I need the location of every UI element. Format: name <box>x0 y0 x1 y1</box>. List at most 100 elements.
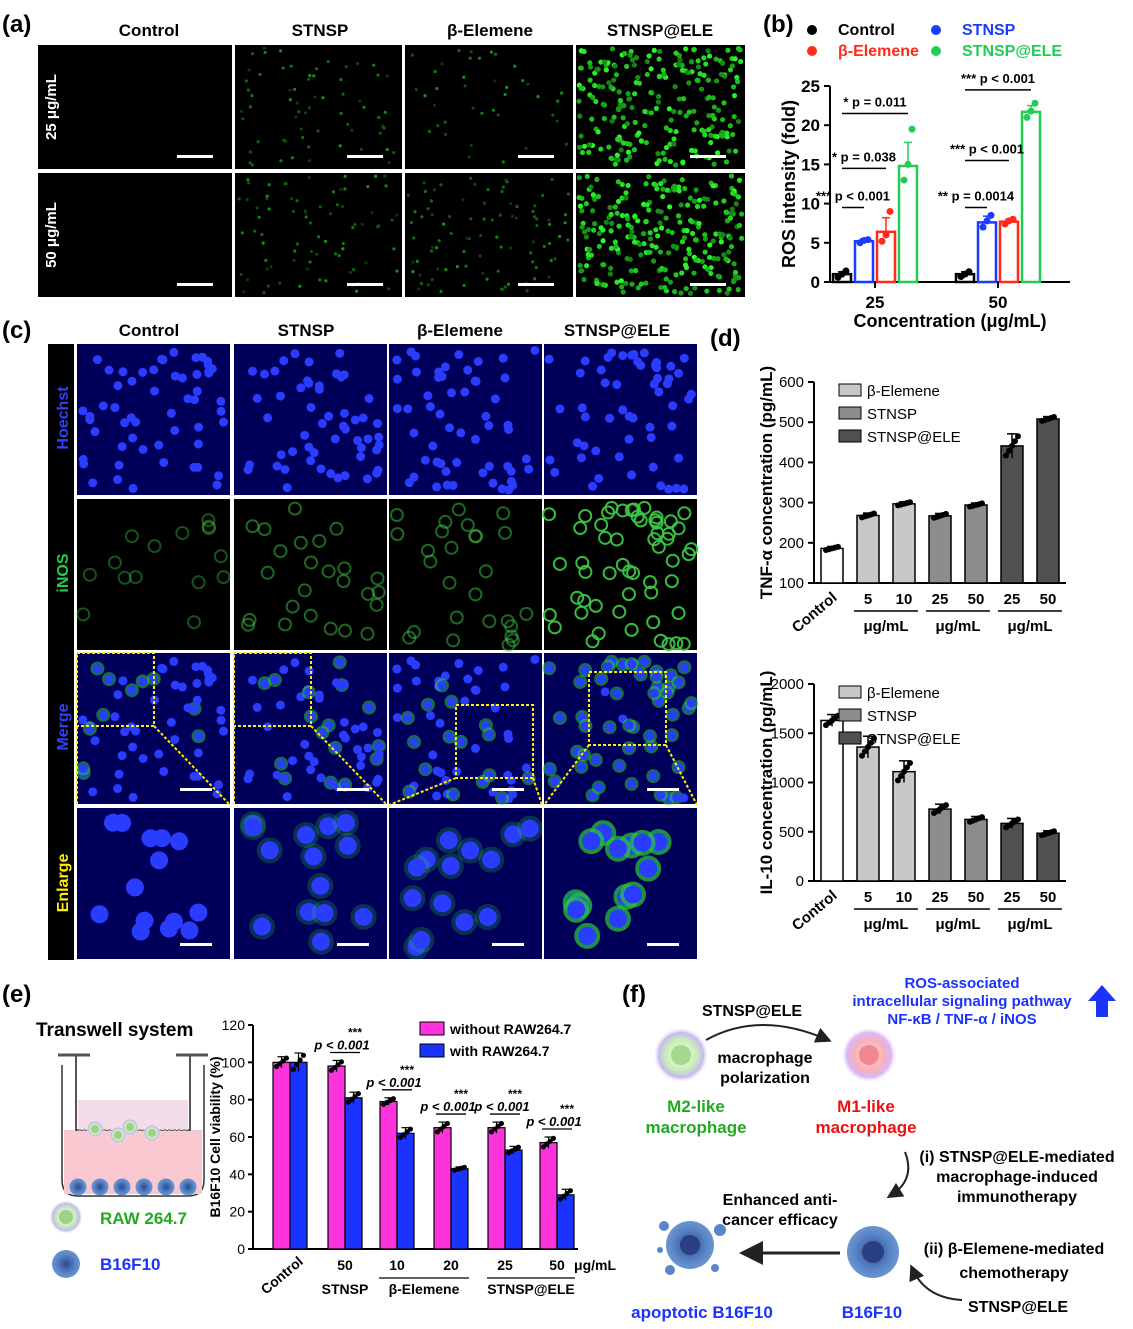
fluorescent-cell <box>535 217 539 221</box>
y-axis-title: TNF-α concentration (pg/mL) <box>757 366 776 599</box>
legend-swatch <box>838 383 862 397</box>
fluorescent-cell <box>710 112 716 119</box>
fluorescent-cell <box>376 73 380 77</box>
data-point <box>862 748 868 755</box>
bar <box>450 1168 469 1250</box>
fluorescent-cell <box>462 249 466 254</box>
fluorescent-cell <box>620 289 626 295</box>
fluorescent-cell <box>661 71 667 77</box>
nucleus <box>666 670 676 680</box>
nucleus <box>194 731 204 741</box>
bar <box>976 221 998 284</box>
nucleus <box>330 434 340 444</box>
fluorescent-cell <box>729 206 735 212</box>
y-tick-label: 1000 <box>771 775 804 792</box>
fluorescent-cell <box>309 249 314 254</box>
nucleus <box>646 741 656 751</box>
fluorescent-cell <box>624 157 630 163</box>
nucleus <box>270 675 280 685</box>
fluorescent-cell <box>262 290 266 295</box>
nucleus <box>363 434 373 444</box>
fluorescent-cell <box>248 161 252 165</box>
nucleus <box>340 780 350 790</box>
fluorescent-cell <box>531 209 535 214</box>
fluorescent-cell <box>378 131 382 135</box>
x-tick-label: Control <box>258 1253 306 1297</box>
nucleus <box>212 480 222 490</box>
fluorescent-cell <box>588 184 594 190</box>
bar <box>1020 110 1042 284</box>
inos-signal <box>442 575 457 590</box>
nucleus <box>192 369 202 379</box>
apoptotic-cell-icon <box>657 1221 726 1275</box>
p-value-label: p < 0.001 <box>473 1099 529 1114</box>
fluorescent-cell <box>676 188 682 194</box>
inos-signal <box>128 570 143 585</box>
nucleus <box>138 753 148 763</box>
legend-label: Control <box>838 22 895 39</box>
data-point <box>904 160 912 168</box>
fluorescent-cell <box>298 284 302 288</box>
fluorescent-cell <box>706 53 713 59</box>
fluorescent-cell <box>655 233 661 239</box>
fluorescent-cell <box>658 284 664 291</box>
nucleus <box>666 361 676 371</box>
fluorescent-cell <box>715 273 721 279</box>
nucleus <box>497 484 507 494</box>
nucleus <box>299 902 318 921</box>
fluorescent-cell <box>694 203 701 210</box>
fluorescent-cell <box>343 174 347 178</box>
fluorescent-cell <box>513 64 517 68</box>
significance-stars: *** <box>560 1102 574 1116</box>
fluorescent-cell <box>631 62 638 68</box>
inos-signal <box>438 514 453 529</box>
fluorescent-cell <box>739 211 745 217</box>
fluorescent-cell <box>540 193 545 198</box>
y-tick-label: 0 <box>796 873 804 890</box>
nucleus <box>88 787 98 797</box>
nucleus <box>508 789 518 799</box>
m1-label: M1-like <box>837 1097 895 1116</box>
fluorescent-cell <box>706 113 712 119</box>
row-label-hoechst: Hoechst <box>55 386 72 450</box>
fluorescent-cell <box>581 276 587 283</box>
fluorescent-cell <box>496 269 500 273</box>
inos-signal <box>468 587 483 602</box>
significance-stars: *** <box>508 1087 522 1101</box>
nucleus <box>170 371 180 381</box>
nucleus <box>304 442 314 452</box>
legend-label: STNSP@ELE <box>867 731 961 748</box>
nucleus <box>605 413 615 423</box>
data-point <box>979 500 985 507</box>
inos-signal <box>478 564 493 579</box>
fluorescent-cell <box>415 259 419 263</box>
x-tick-label: 50 <box>989 293 1008 312</box>
fluorescent-cell <box>721 198 727 204</box>
fluorescent-cell <box>411 260 415 264</box>
inos-signal <box>671 606 686 621</box>
inos-signal <box>661 637 676 652</box>
nucleus <box>624 411 634 421</box>
fluorescent-cell <box>616 223 622 229</box>
fluorescent-cell <box>557 234 562 239</box>
x-tick-label: 5 <box>864 591 872 608</box>
nucleus <box>275 391 285 401</box>
pathway-text: intracellular signaling pathway <box>852 993 1072 1010</box>
fluorescent-cell <box>469 217 473 221</box>
nucleus <box>392 713 402 723</box>
bar <box>964 818 988 882</box>
fluorescent-cell <box>595 193 602 200</box>
fluorescent-cell <box>647 236 654 242</box>
inos-signal <box>575 555 590 570</box>
fluorescent-cell <box>721 73 728 79</box>
bar <box>856 514 880 584</box>
fluorescent-cell <box>532 215 537 219</box>
nucleus <box>609 839 628 858</box>
nucleus <box>282 792 292 802</box>
fluorescent-cell <box>702 236 709 242</box>
y-tick-label: 80 <box>229 1092 245 1108</box>
fluorescent-cell <box>563 213 568 217</box>
fluorescent-cell <box>623 190 629 196</box>
nucleus <box>550 467 560 477</box>
fluorescent-cell <box>625 182 631 189</box>
